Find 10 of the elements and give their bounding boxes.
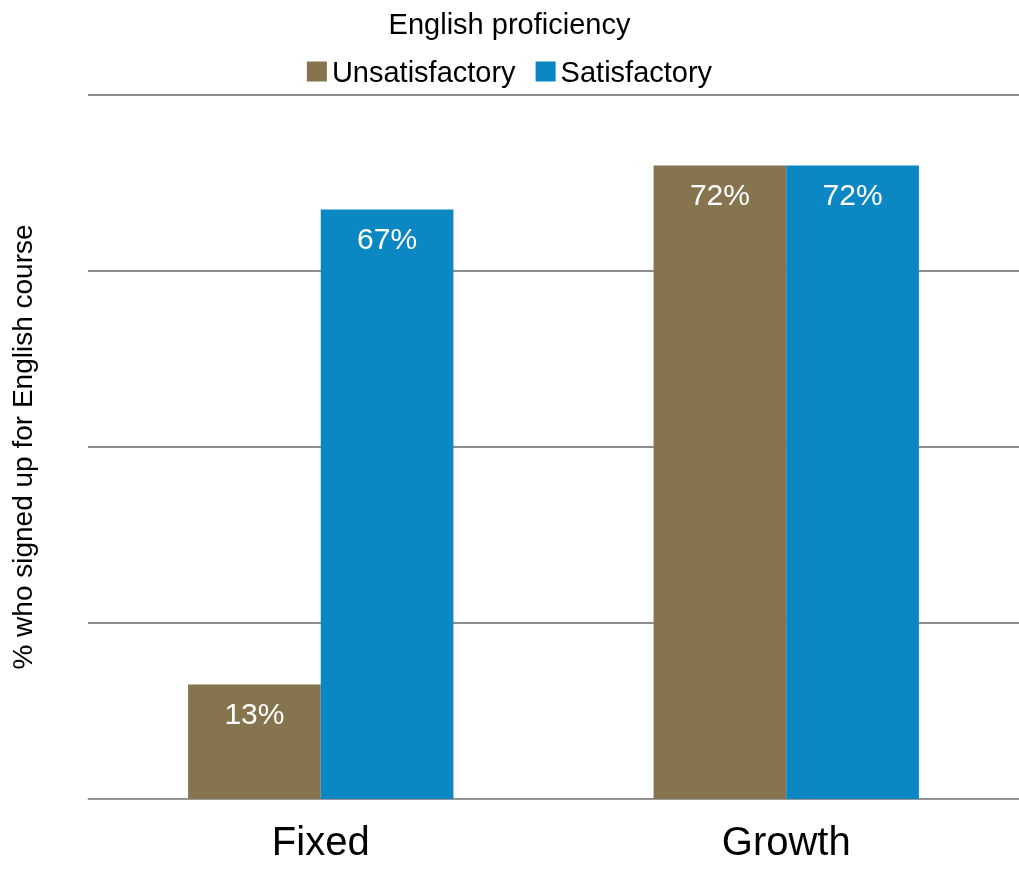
legend-label: Unsatisfactory	[331, 55, 517, 88]
x-tick-label: Fixed	[271, 819, 370, 863]
y-axis-title: % who signed up for English course	[6, 224, 38, 670]
data-label: 67%	[357, 221, 418, 255]
legend-label: Satisfactory	[560, 55, 713, 88]
x-tick-label: Growth	[721, 819, 851, 863]
data-label: 72%	[822, 177, 883, 211]
legend-title: English proficiency	[388, 7, 631, 40]
data-label: 13%	[224, 697, 285, 731]
data-label: 72%	[689, 177, 750, 211]
